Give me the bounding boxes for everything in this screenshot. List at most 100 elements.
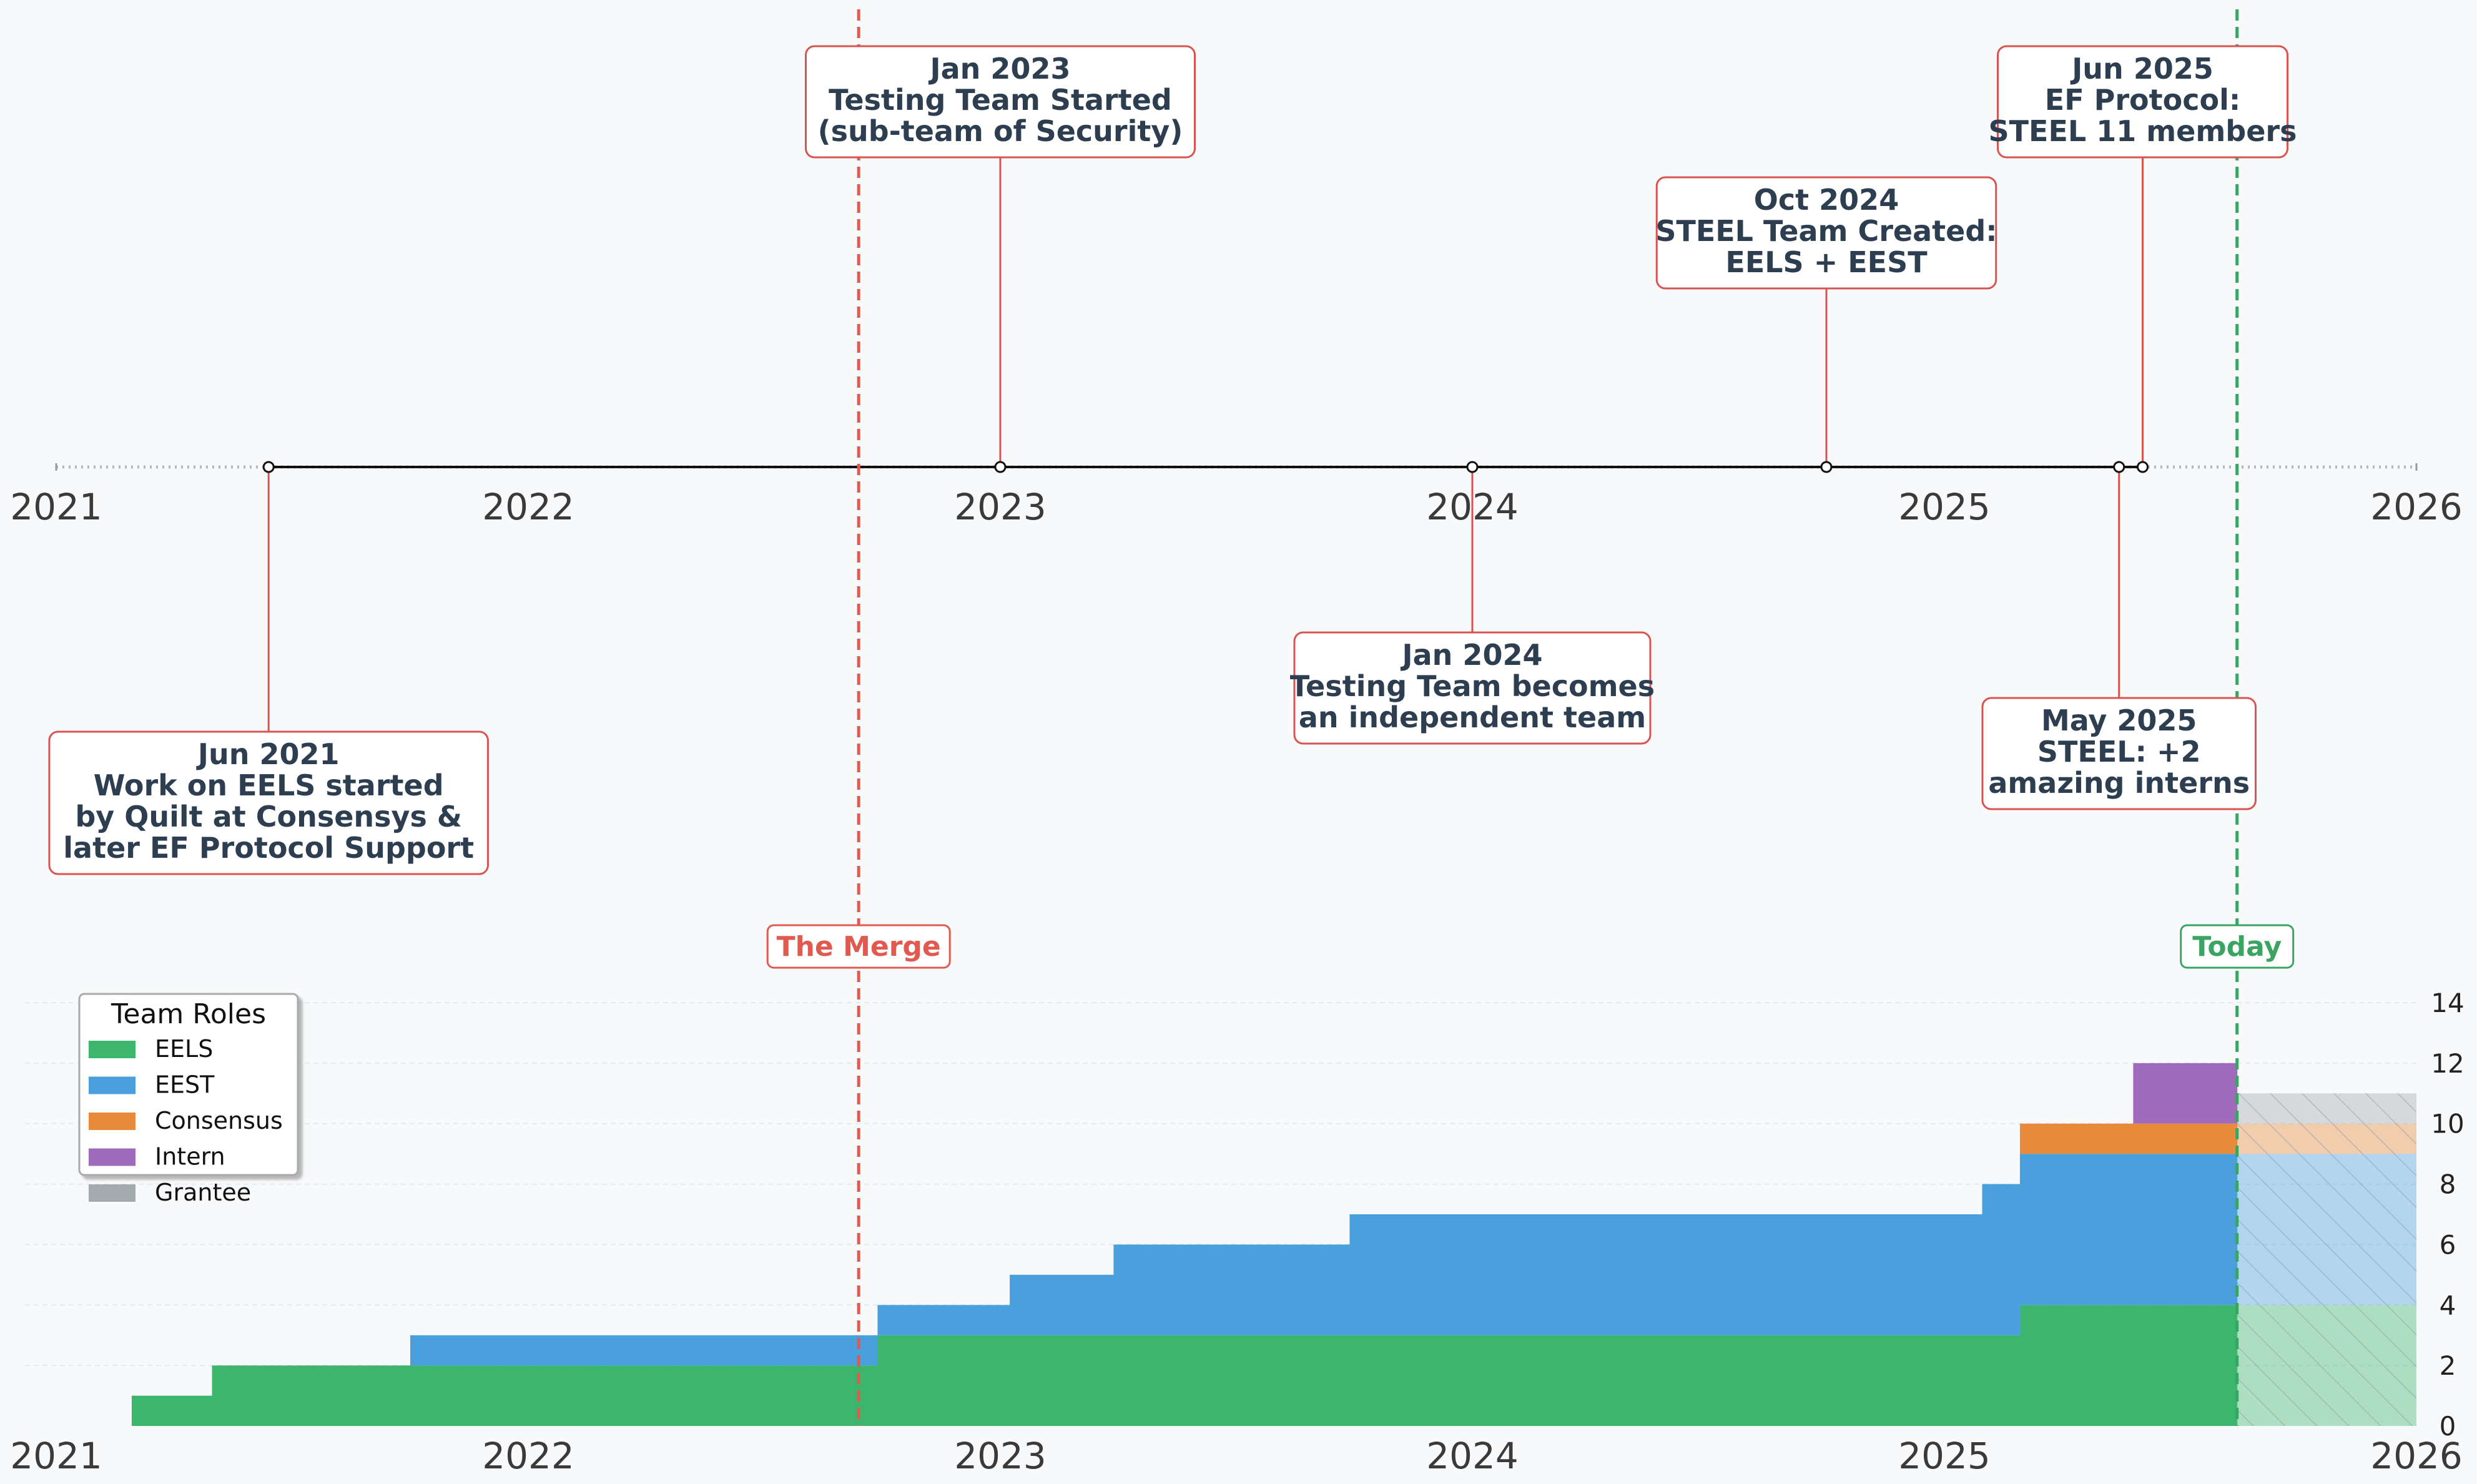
area-segment-consensus: [2019, 1123, 2134, 1154]
area-segment-eels: [410, 1365, 878, 1426]
event-text: Testing Team Started: [829, 83, 1172, 117]
x-tick-label: 2021: [10, 1435, 102, 1477]
legend-swatch-eels: [89, 1041, 135, 1058]
area-segment-consensus: [2133, 1123, 2238, 1154]
event-text: Oct 2024: [1754, 183, 1899, 217]
legend-swatch-consensus: [89, 1113, 135, 1130]
legend-swatch-intern: [89, 1148, 135, 1166]
y-tick-label: 2: [2440, 1350, 2456, 1381]
area-segment-eels: [212, 1365, 411, 1426]
marker-label: The Merge: [777, 931, 941, 963]
y-tick-label: 6: [2440, 1229, 2456, 1260]
x-tick-label: 2024: [1426, 1435, 1519, 1477]
projection-hatch: [2237, 1305, 2416, 1426]
legend-swatch-grantee: [89, 1184, 135, 1202]
area-segment-eels: [1113, 1335, 1350, 1426]
area-segment-eest: [410, 1335, 878, 1366]
event-text: STEEL 11 members: [1989, 114, 2297, 148]
y-tick-label: 4: [2440, 1290, 2456, 1320]
y-axis-ticks: 0 2 4 6 8 10 12 14: [2431, 988, 2464, 1442]
x-tick-label: 2026: [2370, 1435, 2463, 1477]
event-box: [1981, 697, 2257, 810]
area-segment-eels: [1982, 1335, 2021, 1426]
area-segment-eels: [1349, 1335, 1982, 1426]
x-tick-label: 2025: [1898, 1435, 1991, 1477]
event-text: Work on EELS started: [94, 769, 444, 802]
area-segment-eels: [131, 1395, 212, 1426]
x-axis-ticks: 2021 2022 2023 2024 2025 2026: [10, 1435, 2463, 1477]
event-text: by Quilt at Consensys &: [75, 800, 462, 833]
event-dot: [2113, 461, 2125, 473]
event-dot: [262, 461, 275, 473]
area-segment-eest: [1349, 1214, 1982, 1335]
x-tick-label: 2023: [954, 1435, 1046, 1477]
timeline-year-label: 2022: [482, 486, 574, 528]
projection-hatch: [2237, 1093, 2416, 1124]
legend-label: EEST: [155, 1071, 215, 1099]
event-text: later EF Protocol Support: [63, 831, 474, 865]
timeline-year-label: 2023: [954, 486, 1046, 528]
area-segment-eels: [2019, 1305, 2134, 1426]
projection-hatch: [2237, 1123, 2416, 1154]
event-text: Testing Team becomes: [1290, 669, 1655, 703]
area-segment-eels: [877, 1335, 1010, 1426]
area-segment-intern: [2133, 1063, 2238, 1124]
event-text: STEEL Team Created:: [1655, 214, 1997, 248]
timeline: [55, 463, 2418, 471]
event-text: amazing interns: [1988, 766, 2250, 800]
area-segment-eest: [1010, 1274, 1114, 1335]
event-box: [805, 45, 1196, 159]
event-text: Jun 2021: [196, 737, 340, 771]
legend-swatch-eest: [89, 1076, 135, 1094]
timeline-year-label: 2026: [2370, 486, 2463, 528]
timeline-year-label: 2025: [1898, 486, 1991, 528]
y-tick-label: 14: [2431, 988, 2464, 1018]
event-box: [48, 730, 489, 875]
legend-label: Grantee: [155, 1179, 251, 1206]
area-segment-eest: [1113, 1244, 1350, 1335]
event-text: an independent team: [1299, 700, 1646, 734]
y-tick-label: 8: [2440, 1169, 2456, 1200]
event-text: May 2025: [2041, 704, 2197, 737]
legend-title: Team Roles: [111, 998, 266, 1030]
legend-label: Consensus: [155, 1107, 283, 1134]
event-text: Jan 2023: [928, 52, 1071, 86]
legend-items: EELS EEST Consensus Intern Grantee: [89, 1035, 283, 1206]
event-dot: [994, 461, 1007, 473]
area-segment-eest: [2133, 1154, 2238, 1305]
legend-label: Intern: [155, 1143, 225, 1171]
event-dot: [1466, 461, 1479, 473]
event-text: EF Protocol:: [2045, 83, 2241, 117]
area-segment-eels: [2133, 1305, 2238, 1426]
event-text: Jan 2024: [1401, 638, 1543, 672]
x-tick-label: 2022: [482, 1435, 574, 1477]
projection-hatch: [2237, 1154, 2416, 1305]
legend-label: EELS: [155, 1035, 213, 1063]
marker-label-box: [2180, 924, 2295, 969]
legend: Team Roles EELS EEST Consensus Intern Grante…: [78, 993, 299, 1206]
marker-label: Today: [2192, 931, 2282, 963]
area-segment-eels: [1010, 1335, 1114, 1426]
event-box: [1997, 45, 2289, 159]
area-segment-eest: [2019, 1154, 2134, 1305]
event-dot: [1820, 461, 1833, 473]
area-segment-eest: [1982, 1184, 2021, 1335]
area-segment-eest: [877, 1305, 1010, 1335]
event-text: Jun 2025: [2070, 52, 2214, 86]
projection-area: [2237, 1093, 2416, 1426]
y-tick-label: 0: [2440, 1411, 2456, 1442]
timeline-year-ticks: 2021 2022 2023 2024 2025 2026: [10, 486, 2463, 528]
event-text: STEEL: +2: [2037, 735, 2201, 769]
event-text: (sub-team of Security): [818, 114, 1183, 148]
y-tick-label: 12: [2431, 1048, 2464, 1079]
event-text: EELS + EEST: [1725, 245, 1928, 279]
marker-label-box: [766, 924, 951, 969]
timeline-year-label: 2021: [10, 486, 102, 528]
stacked-area: [131, 1063, 2238, 1426]
event-box: [1293, 631, 1652, 745]
event-markers: The Merge Today: [766, 9, 2295, 1426]
event-dot: [2137, 461, 2149, 473]
event-box: [1655, 176, 1997, 290]
